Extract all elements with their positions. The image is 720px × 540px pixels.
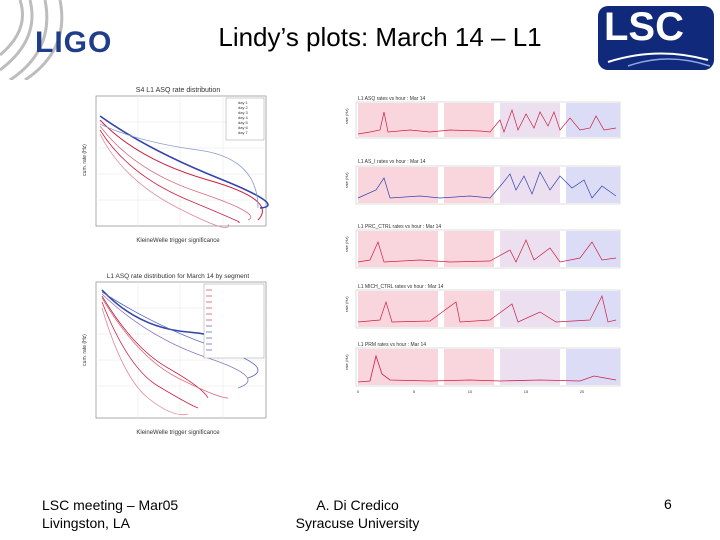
- rate-panel-title: L1 ASQ rates vs hour : Mar 14: [358, 96, 425, 102]
- right-figures: L1 ASQ rates vs hour : Mar 14 rate (Hz) …: [344, 96, 621, 394]
- xtick-label: 0: [357, 389, 360, 394]
- legend-entry: day 5: [238, 120, 249, 125]
- rate-panel-2: L1 AS_I rates vs hour : Mar 14 rate (Hz): [344, 159, 621, 205]
- rate-panel-ylabel: rate (Hz): [344, 236, 349, 252]
- footer-affiliation: Syracuse University: [295, 515, 420, 531]
- legend-entry: day 7: [238, 130, 249, 135]
- rate-panel-title: L1 MICH_CTRL rates vs hour : Mar 14: [358, 284, 444, 290]
- xtick-label: 10: [468, 389, 473, 394]
- rate-panel-4: L1 MICH_CTRL rates vs hour : Mar 14 rate…: [344, 284, 621, 329]
- rate-panel-title: L1 PRM rates vs hour : Mar 14: [358, 342, 426, 348]
- rate-panel-3: L1 PRC_CTRL rates vs hour : Mar 14 rate …: [344, 224, 621, 269]
- legend-entry: day 4: [238, 115, 249, 120]
- left-top-title: S4 L1 ASQ rate distribution: [136, 87, 221, 94]
- legend-entry: day 3: [238, 110, 249, 115]
- slide-title: Lindy’s plots: March 14 – L1: [218, 22, 542, 52]
- xtick-label: 20: [580, 389, 585, 394]
- lsc-logo-text: LSC: [604, 5, 684, 49]
- footer-author: A. Di Credico: [316, 497, 399, 513]
- lsc-swirl-icon: [607, 52, 711, 67]
- left-top-figure: S4 L1 ASQ rate distribution day 1 day 2 …: [82, 87, 269, 244]
- ligo-logo-text: LIGO: [35, 26, 113, 59]
- rate-panel-title: L1 AS_I rates vs hour : Mar 14: [358, 159, 426, 165]
- rate-panel-ylabel: rate (Hz): [344, 172, 349, 188]
- left-bottom-title: L1 ASQ rate distribution for March 14 by…: [107, 273, 250, 280]
- footer-left: LSC meeting – Mar05 Livingston, LA: [42, 496, 178, 532]
- rate-panel-ylabel: rate (Hz): [344, 296, 349, 312]
- footer-center: A. Di Credico Syracuse University: [260, 496, 455, 532]
- left-top-xlabel: KleineWelle trigger significance: [136, 238, 220, 244]
- left-bottom-ylabel: cum. rate (Hz): [82, 334, 88, 366]
- xtick-label: 5: [413, 389, 416, 394]
- legend-entry: day 2: [238, 105, 249, 110]
- rate-panel-title: L1 PRC_CTRL rates vs hour : Mar 14: [358, 224, 441, 230]
- footer-location: Livingston, LA: [42, 515, 130, 531]
- legend-entry: day 1: [238, 100, 249, 105]
- xtick-label: 15: [524, 389, 529, 394]
- rate-panel-5: L1 PRM rates vs hour : Mar 14 rate (Hz) …: [344, 342, 621, 394]
- rate-panel-ylabel: rate (Hz): [344, 108, 349, 124]
- left-top-ylabel: cum. rate (Hz): [82, 144, 88, 176]
- left-bottom-xlabel: KleineWelle trigger significance: [136, 430, 220, 436]
- rate-panel-1: L1 ASQ rates vs hour : Mar 14 rate (Hz): [344, 96, 621, 139]
- rate-panel-ylabel: rate (Hz): [344, 354, 349, 370]
- ligo-logo-icon: [0, 0, 64, 80]
- footer-meeting: LSC meeting – Mar05: [42, 497, 179, 513]
- legend-entry: day 6: [238, 125, 249, 130]
- left-bottom-figure: L1 ASQ rate distribution for March 14 by…: [82, 273, 267, 436]
- page-number: 6: [664, 496, 672, 512]
